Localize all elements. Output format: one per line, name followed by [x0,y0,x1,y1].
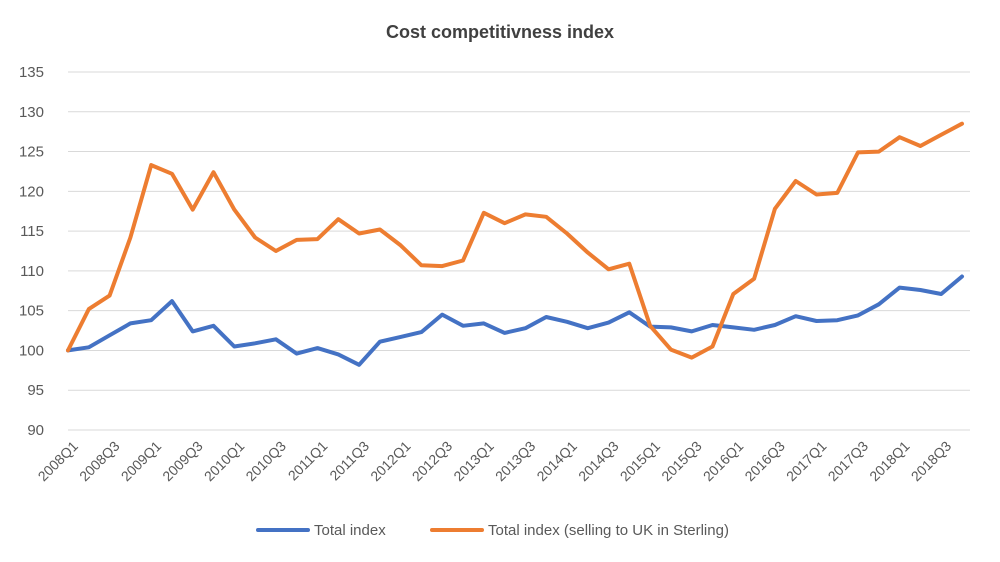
x-axis-ticks: 2008Q12008Q32009Q12009Q32010Q12010Q32011… [35,438,955,485]
y-tick-label: 95 [27,382,44,399]
y-tick-label: 105 [19,303,44,320]
x-tick-label: 2018Q1 [866,438,913,485]
x-tick-label: 2010Q3 [242,438,289,485]
x-tick-label: 2010Q1 [201,438,248,485]
x-tick-label: 2016Q1 [700,438,747,485]
y-tick-label: 115 [20,223,44,240]
x-tick-label: 2011Q1 [285,438,331,484]
series-line-2 [66,121,964,360]
x-tick-label: 2012Q3 [409,438,456,485]
y-tick-label: 90 [27,422,44,439]
x-tick-label: 2017Q3 [825,438,872,485]
y-tick-label: 100 [19,342,44,359]
series-lines [66,121,964,367]
x-tick-label: 2008Q1 [35,438,82,485]
y-axis-ticks: 90 95 100 105 110 115 120 125 130 135 [19,64,44,439]
x-tick-label: 2018Q3 [908,438,955,485]
x-tick-label: 2013Q1 [450,438,497,485]
x-tick-label: 2013Q3 [492,438,539,485]
series-line-1 [66,274,964,367]
y-tick-label: 120 [19,183,44,200]
legend-label: Total index [314,522,386,539]
legend-label: Total index (selling to UK in Sterling) [488,522,729,539]
y-tick-label: 110 [20,263,44,280]
x-tick-label: 2008Q3 [76,438,123,485]
x-tick-label: 2011Q3 [326,438,372,484]
gridlines [68,71,970,431]
x-tick-label: 2009Q3 [159,438,206,485]
x-tick-label: 2014Q3 [575,438,622,485]
y-tick-label: 125 [19,144,44,161]
y-tick-label: 130 [19,104,44,121]
y-tick-label: 135 [19,64,44,81]
x-tick-label: 2015Q3 [658,438,705,485]
x-tick-label: 2017Q1 [783,438,830,485]
legend: Total index Total index (selling to UK in… [256,522,729,539]
x-tick-label: 2014Q1 [533,438,580,485]
x-tick-label: 2015Q1 [617,438,664,485]
x-tick-label: 2009Q1 [118,438,165,485]
x-tick-label: 2012Q1 [367,438,414,485]
chart-title: Cost competitivness index [386,22,614,42]
x-tick-label: 2016Q3 [741,438,788,485]
